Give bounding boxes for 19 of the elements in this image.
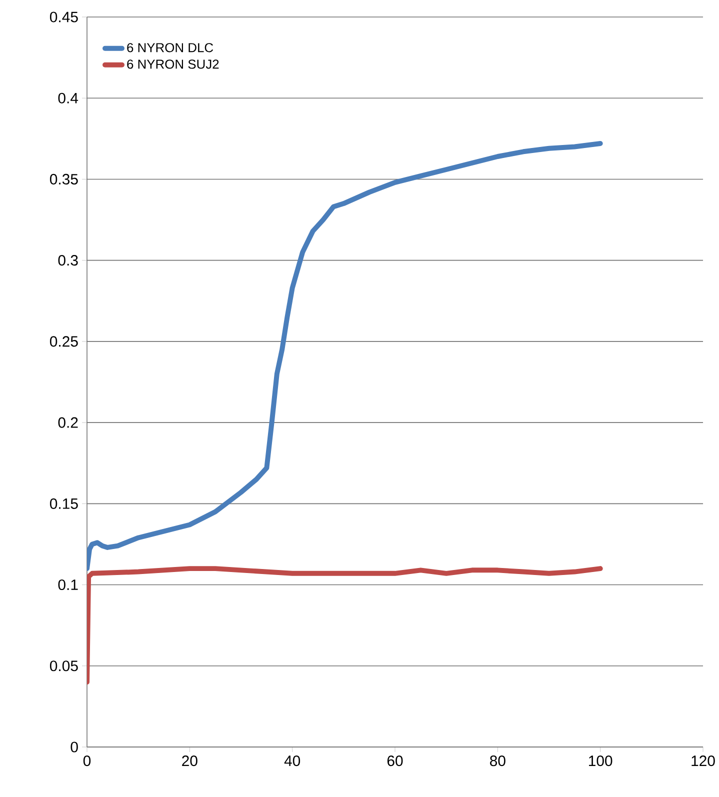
y-tick-label: 0.2	[58, 417, 78, 428]
y-tick-label: 0.45	[50, 12, 78, 22]
legend-label: 6 NYRON SUJ2	[127, 60, 219, 69]
x-tick-label: 80	[490, 756, 506, 766]
y-tick-label: 0	[70, 742, 78, 752]
legend-label: 6 NYRON DLC	[127, 43, 214, 52]
x-tick-label: 100	[589, 756, 612, 766]
y-tick-label: 0.15	[50, 498, 78, 509]
x-tick-label: 120	[692, 756, 715, 766]
y-tick-label: 0.1	[58, 579, 78, 590]
y-tick-label: 0.35	[50, 174, 78, 185]
x-tick-label: 60	[387, 756, 403, 766]
y-tick-label: 0.25	[50, 336, 78, 347]
y-tick-label: 0.05	[50, 660, 78, 672]
x-tick-label: 40	[284, 756, 300, 766]
x-tick-label: 0	[83, 756, 91, 766]
y-tick-label: 0.4	[58, 92, 78, 104]
y-tick-label: 0.3	[58, 255, 78, 266]
x-tick-label: 20	[182, 756, 198, 766]
